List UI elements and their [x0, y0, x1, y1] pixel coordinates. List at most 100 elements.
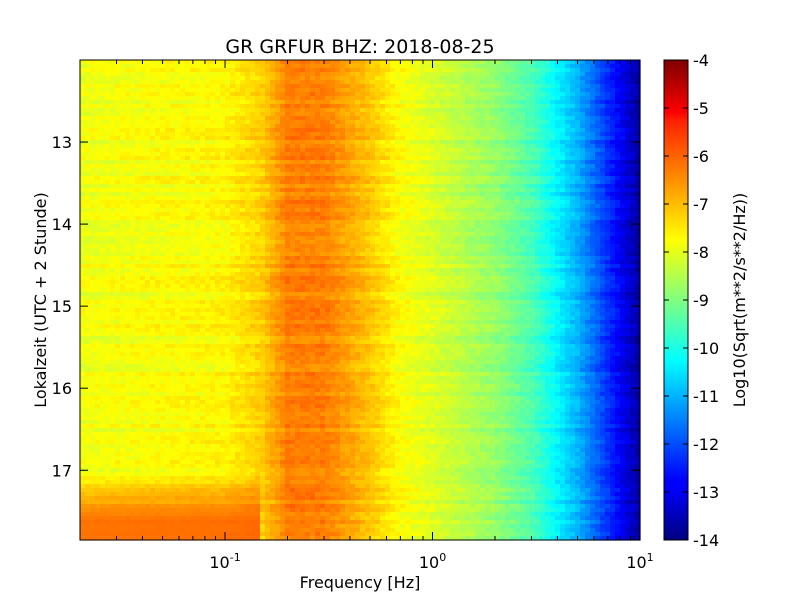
- heatmap-cell: [590, 228, 596, 233]
- heatmap-cell: [130, 184, 136, 189]
- heatmap-cell: [405, 92, 411, 97]
- heatmap-cell: [220, 168, 226, 173]
- heatmap-cell: [450, 184, 456, 189]
- heatmap-cell: [140, 144, 146, 149]
- heatmap-cell: [585, 216, 591, 221]
- heatmap-cell: [390, 88, 396, 93]
- heatmap-cell: [415, 168, 421, 173]
- heatmap-cell: [185, 104, 191, 109]
- heatmap-cell: [145, 148, 151, 153]
- heatmap-cell: [95, 172, 101, 177]
- heatmap-cell: [255, 132, 261, 137]
- heatmap-cell: [420, 120, 426, 125]
- heatmap-cell: [155, 184, 161, 189]
- heatmap-cell: [395, 220, 401, 225]
- heatmap-cell: [110, 216, 116, 221]
- heatmap-cell: [365, 88, 371, 93]
- heatmap-cell: [275, 232, 281, 237]
- heatmap-cell: [250, 212, 256, 217]
- heatmap-cell: [375, 172, 381, 177]
- heatmap-cell: [545, 124, 551, 129]
- heatmap-cell: [315, 104, 321, 109]
- heatmap-cell: [465, 200, 471, 205]
- heatmap-cell: [465, 232, 471, 237]
- heatmap-cell: [145, 124, 151, 129]
- heatmap-cell: [475, 100, 481, 105]
- heatmap-cell: [500, 140, 506, 145]
- heatmap-cell: [520, 160, 526, 165]
- heatmap-cell: [335, 140, 341, 145]
- heatmap-cell: [170, 228, 176, 233]
- heatmap-cell: [605, 172, 611, 177]
- heatmap-cell: [265, 224, 271, 229]
- heatmap-cell: [195, 224, 201, 229]
- heatmap-cell: [475, 88, 481, 93]
- heatmap-cell: [555, 64, 561, 69]
- heatmap-cell: [80, 208, 86, 213]
- heatmap-cell: [480, 88, 486, 93]
- heatmap-cell: [520, 224, 526, 229]
- heatmap-cell: [580, 204, 586, 209]
- heatmap-cell: [460, 224, 466, 229]
- heatmap-cell: [215, 168, 221, 173]
- heatmap-cell: [115, 172, 121, 177]
- heatmap-cell: [605, 192, 611, 197]
- heatmap-cell: [235, 148, 241, 153]
- heatmap-cell: [180, 220, 186, 225]
- heatmap-cell: [170, 180, 176, 185]
- heatmap-cell: [375, 84, 381, 89]
- heatmap-cell: [95, 184, 101, 189]
- heatmap-cell: [275, 112, 281, 117]
- heatmap-cell: [465, 132, 471, 137]
- heatmap-cell: [200, 176, 206, 181]
- heatmap-cell: [260, 232, 266, 237]
- heatmap-cell: [555, 128, 561, 133]
- heatmap-cell: [550, 76, 556, 81]
- heatmap-cell: [425, 72, 431, 77]
- chart-title: GR GRFUR BHZ: 2018-08-25: [225, 36, 494, 58]
- heatmap-cell: [580, 76, 586, 81]
- heatmap-cell: [180, 152, 186, 157]
- heatmap-cell: [620, 108, 626, 113]
- heatmap-cell: [455, 80, 461, 85]
- heatmap-cell: [130, 156, 136, 161]
- heatmap-cell: [190, 120, 196, 125]
- heatmap-cell: [350, 124, 356, 129]
- heatmap-cell: [440, 116, 446, 121]
- heatmap-cell: [130, 144, 136, 149]
- heatmap-cell: [115, 64, 121, 69]
- heatmap-cell: [140, 176, 146, 181]
- heatmap-cell: [180, 124, 186, 129]
- heatmap-cell: [320, 216, 326, 221]
- heatmap-cell: [250, 60, 256, 65]
- heatmap-cell: [545, 196, 551, 201]
- heatmap-cell: [615, 92, 621, 97]
- heatmap-cell: [395, 64, 401, 69]
- heatmap-cell: [515, 140, 521, 145]
- heatmap-cell: [250, 176, 256, 181]
- heatmap-cell: [405, 96, 411, 101]
- heatmap-cell: [190, 156, 196, 161]
- heatmap-cell: [595, 164, 601, 169]
- heatmap-cell: [340, 228, 346, 233]
- heatmap-cell: [530, 88, 536, 93]
- heatmap-cell: [90, 188, 96, 193]
- heatmap-cell: [155, 204, 161, 209]
- heatmap-cell: [295, 84, 301, 89]
- heatmap-cell: [95, 132, 101, 137]
- heatmap-cell: [160, 160, 166, 165]
- heatmap-cell: [600, 120, 606, 125]
- heatmap-cell: [230, 120, 236, 125]
- heatmap-cell: [135, 96, 141, 101]
- heatmap-cell: [515, 144, 521, 149]
- heatmap-cell: [320, 176, 326, 181]
- heatmap-cell: [440, 120, 446, 125]
- heatmap-cell: [410, 176, 416, 181]
- heatmap-cell: [140, 116, 146, 121]
- heatmap-cell: [360, 108, 366, 113]
- heatmap-cell: [125, 68, 131, 73]
- heatmap-cell: [495, 88, 501, 93]
- heatmap-cell: [425, 92, 431, 97]
- heatmap-cell: [295, 76, 301, 81]
- heatmap-cell: [170, 156, 176, 161]
